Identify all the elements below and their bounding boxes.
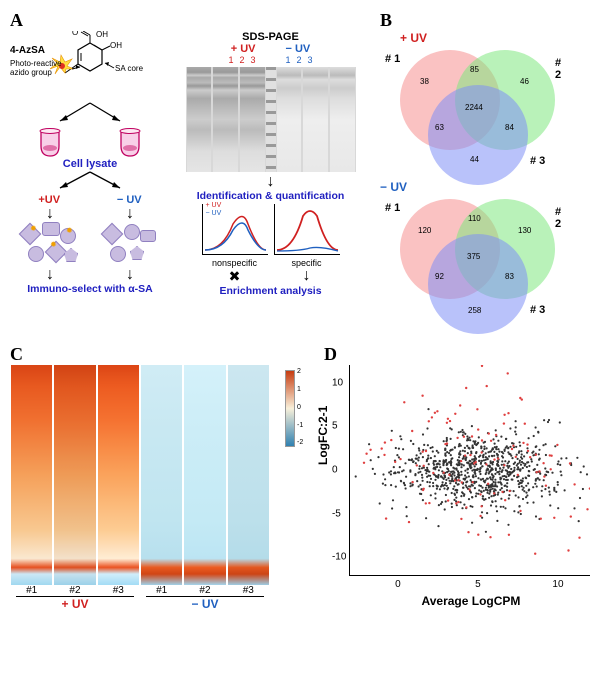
workflow-left: OH O OH Photo-reactive	[10, 31, 170, 297]
split-arrows-icon	[20, 101, 160, 126]
gel-minusUV-label: − UV	[286, 43, 311, 55]
panel-b: B + UV # 1 # 2 # 3 38 46 44 85 63 84 224…	[380, 10, 590, 329]
identification-label: Identification & quantification	[178, 190, 363, 202]
nonspecific-peak	[202, 204, 268, 255]
heatmap-minusUV-label: − UV	[146, 596, 264, 611]
compound-label: 4-AzSA	[10, 45, 45, 56]
arrow-down-icon: ↓	[274, 268, 340, 284]
enrichment-label: Enrichment analysis	[178, 285, 363, 297]
svg-text:SA core: SA core	[115, 64, 144, 73]
split-arrows-icon	[20, 170, 160, 192]
nonspecific-label: nonspecific	[202, 258, 268, 268]
venn-top-title: + UV	[400, 31, 590, 45]
arrow-down-icon: ↓	[126, 267, 134, 283]
svg-text:azido group: azido group	[10, 68, 52, 77]
svg-text:OH: OH	[110, 41, 122, 50]
arrow-down-icon: ↓	[46, 206, 54, 222]
protein-cluster-uv: ✹ ✹ ✹	[20, 222, 80, 267]
y-axis-label: LogFC:2-1	[316, 406, 330, 465]
immuno-select-label: Immuno-select with α-SA	[10, 283, 170, 295]
cell-lysate-label: Cell lysate	[10, 158, 170, 170]
gel-plusUV-label: + UV	[231, 43, 256, 55]
panel-a: A OH	[10, 10, 370, 329]
workflow-right: SDS-PAGE + UV − UV 1 2 3 1 2 3	[178, 31, 363, 297]
heatmap-x-labels: #1 #2 #3 #1 #2 #3	[10, 585, 270, 596]
venn-top: # 1 # 2 # 3 38 46 44 85 63 84 2244	[380, 45, 570, 175]
svg-text:Photo-reactive: Photo-reactive	[10, 59, 62, 68]
panel-d-label: D	[324, 344, 593, 365]
venn-bottom: # 1 # 2 # 3 120 130 258 110 92 83 375	[380, 194, 570, 324]
tube-icon	[38, 128, 63, 158]
panel-a-label: A	[10, 10, 370, 31]
panel-c-label: C	[10, 344, 309, 365]
reject-icon: ✖	[202, 268, 268, 285]
panel-c: C 2 1 0 -1 -2	[10, 344, 309, 611]
heatmap: 2 1 0 -1 -2	[10, 365, 270, 585]
panel-d: D LogFC:2-1 10 5 0 -5 -10 0 5 10 Average…	[324, 344, 593, 611]
scatter-plot: 10 5 0 -5 -10 0 5 10	[349, 365, 590, 576]
arrow-down-icon: ↓	[178, 174, 363, 190]
protein-cluster-nouv	[100, 222, 160, 267]
specific-peak	[274, 204, 340, 255]
panel-b-label: B	[380, 10, 590, 31]
sds-page-label: SDS-PAGE	[178, 31, 363, 43]
tube-icon	[118, 128, 143, 158]
gel-image	[186, 67, 356, 172]
arrow-down-icon: ↓	[126, 206, 134, 222]
chem-structure: OH O OH Photo-reactive	[10, 31, 170, 101]
svg-text:O: O	[72, 31, 78, 37]
x-axis-label: Average LogCPM	[349, 594, 593, 608]
arrow-down-icon: ↓	[46, 267, 54, 283]
svg-text:OH: OH	[96, 31, 108, 39]
heatmap-plusUV-label: + UV	[16, 596, 134, 611]
colorbar: 2 1 0 -1 -2	[285, 370, 295, 447]
